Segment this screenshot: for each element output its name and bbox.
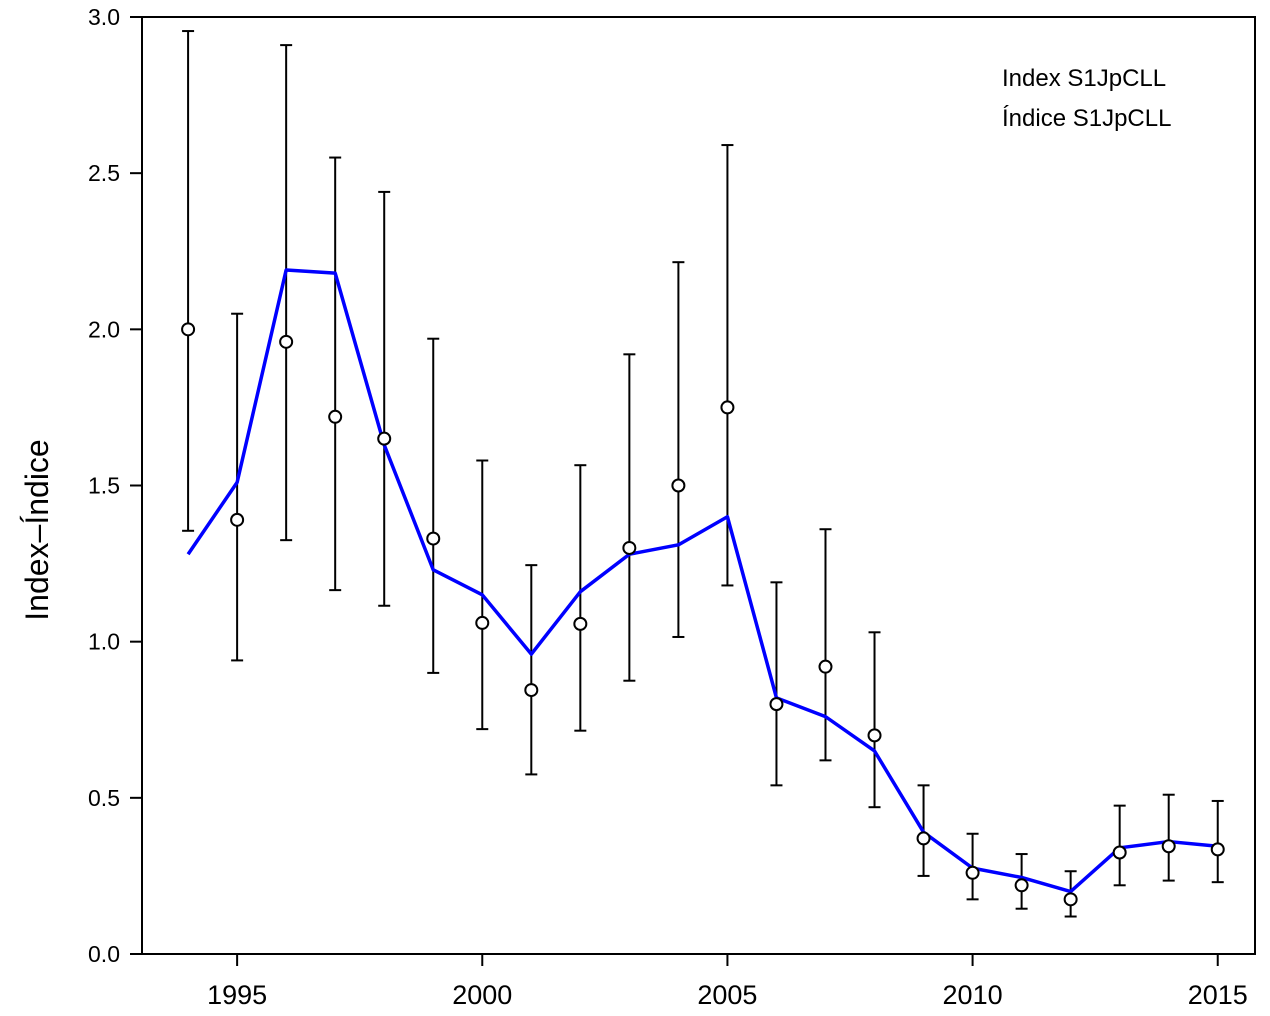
observed-point [769,697,784,712]
observed-point [1112,845,1127,860]
x-tick-label: 2010 [943,980,1003,1010]
observed-point [720,400,735,415]
x-tick-label: 2000 [452,980,512,1010]
observed-point [867,728,882,743]
fitted-line [186,268,1218,894]
observed-point [671,478,686,493]
observed-point [230,512,245,527]
plot-frame [141,16,1256,955]
y-tick-label: 0.5 [88,785,120,811]
y-tick-label: 3.0 [88,4,120,30]
y-tick-label: 2.0 [88,316,120,342]
observed-point [573,616,588,631]
y-axis-label: Index–Índice [19,439,55,620]
observed-point [965,865,980,880]
y-tick-label: 1.5 [88,473,120,499]
observed-point [818,659,833,674]
observed-point [1161,839,1176,854]
y-tick-label: 2.5 [88,160,120,186]
annotation: Index S1JpCLL [1002,65,1166,92]
observed-point [279,334,294,349]
observed-point [1210,842,1225,857]
y-tick-label: 1.0 [88,629,120,655]
observed-point [328,409,343,424]
annotation: Índice S1JpCLL [1002,105,1171,132]
observed-point [426,531,441,546]
x-tick-label: 1995 [207,980,267,1010]
observed-point [1014,878,1029,893]
observed-point [524,683,539,698]
x-tick-label: 2015 [1188,980,1248,1010]
observed-point [622,540,637,555]
observed-point [181,322,196,337]
y-tick-label: 0.0 [88,941,120,967]
x-tick-label: 2005 [697,980,757,1010]
observed-point [1063,892,1078,907]
observed-point [916,831,931,846]
observed-point [475,615,490,630]
observed-point [377,431,392,446]
